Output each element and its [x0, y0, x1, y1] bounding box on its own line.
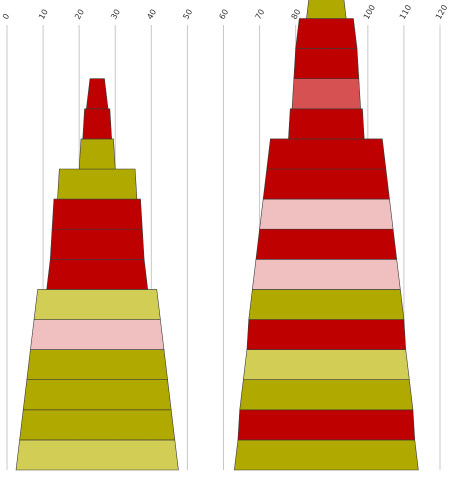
- pyramid-block: [57, 168, 138, 200]
- x-tick-label: 50: [181, 8, 194, 21]
- pyramid-block: [252, 258, 401, 290]
- pyramid-block: [237, 409, 416, 441]
- pyramid-block: [26, 349, 168, 381]
- pyramid-block: [33, 289, 161, 320]
- pyramid-block: [243, 349, 410, 381]
- pyramid-stacks: [15, 0, 419, 471]
- pyramid-block: [46, 258, 149, 290]
- pyramid-block: [49, 228, 145, 260]
- pyramid-block: [266, 138, 387, 170]
- pyramid-block: [248, 289, 405, 320]
- x-tick-label: 40: [145, 8, 158, 21]
- pyramid-block: [306, 0, 347, 19]
- pyramid-block: [15, 439, 179, 471]
- pyramid-block: [246, 319, 407, 350]
- pyramid-block: [30, 319, 165, 350]
- x-tick-label: 20: [73, 8, 86, 21]
- x-tick-label: 120: [434, 3, 449, 21]
- pyramid-block: [293, 48, 360, 79]
- pyramid-block: [262, 168, 390, 200]
- x-tick-label: 100: [362, 3, 377, 21]
- x-tick-label: 0: [1, 12, 11, 21]
- pyramid-block: [82, 108, 112, 140]
- x-tick-label: 70: [254, 8, 267, 21]
- pyramid-stack-1: [15, 78, 179, 471]
- pyramid-stack-2: [233, 0, 419, 471]
- x-tick-label: 30: [109, 8, 122, 21]
- pyramid-block: [288, 108, 365, 140]
- x-tick-label: 80: [290, 8, 303, 21]
- pyramid-block: [239, 379, 414, 411]
- pyramid-block: [51, 198, 143, 230]
- pyramid-block: [291, 78, 361, 110]
- pyramid-block: [295, 18, 358, 49]
- x-tick-label: 110: [398, 3, 413, 21]
- pyramid-block: [19, 409, 176, 441]
- x-axis-tick-labels: 0102030405060708090100110120: [1, 3, 449, 21]
- pyramid-block: [233, 439, 419, 471]
- x-tick-label: 10: [37, 8, 50, 21]
- pyramid-block: [78, 138, 116, 170]
- pyramid-block: [259, 198, 394, 230]
- pyramid-block: [22, 379, 172, 411]
- x-tick-label: 60: [217, 8, 230, 21]
- pyramid-block: [255, 228, 398, 260]
- pyramid-block: [86, 78, 109, 110]
